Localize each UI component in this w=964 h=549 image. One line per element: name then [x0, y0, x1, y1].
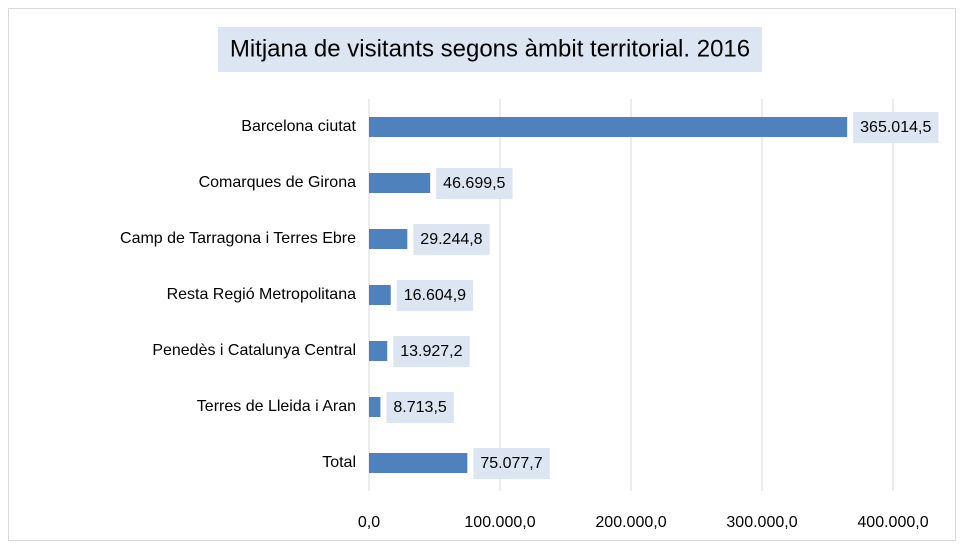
data-label: 365.014,5: [860, 119, 931, 136]
data-label-background: [853, 112, 939, 143]
chart-title: Mitjana de visitants segons àmbit territ…: [230, 35, 750, 62]
data-label: 13.927,2: [400, 343, 462, 360]
title-background: [217, 27, 763, 72]
y-tick-label: Resta Regió Metropolitana: [167, 286, 357, 303]
x-tick-label: 400.000,0: [857, 514, 928, 531]
y-tick-label: Total: [322, 454, 356, 471]
bar: [369, 285, 391, 305]
bar: [369, 229, 408, 249]
data-label-background: [396, 280, 474, 311]
y-tick-label: Barcelona ciutat: [241, 118, 356, 135]
data-label: 46.699,5: [443, 175, 505, 192]
bar: [369, 173, 431, 193]
data-label-background: [393, 336, 470, 367]
y-tick-label: Penedès i Catalunya Central: [152, 342, 356, 359]
data-label-background: [436, 168, 513, 199]
bar: [369, 453, 468, 473]
x-tick-label: 100.000,0: [464, 514, 535, 531]
data-label-background: [413, 224, 490, 255]
y-tick-label: Camp de Tarragona i Terres Ebre: [120, 230, 356, 247]
x-tick-label: 0,0: [358, 514, 380, 531]
bar: [369, 397, 381, 417]
data-label: 29.244,8: [420, 231, 482, 248]
data-label: 75.077,7: [480, 455, 542, 472]
x-tick-label: 300.000,0: [726, 514, 797, 531]
data-label: 16.604,9: [404, 287, 466, 304]
bar: [369, 117, 848, 137]
x-tick-label: 200.000,0: [595, 514, 666, 531]
data-label: 8.713,5: [393, 399, 446, 416]
bar: [369, 341, 388, 361]
data-label-background: [386, 392, 454, 423]
data-label-background: [473, 448, 550, 479]
y-tick-label: Comarques de Girona: [199, 174, 357, 191]
y-tick-label: Terres de Lleida i Aran: [197, 398, 356, 415]
